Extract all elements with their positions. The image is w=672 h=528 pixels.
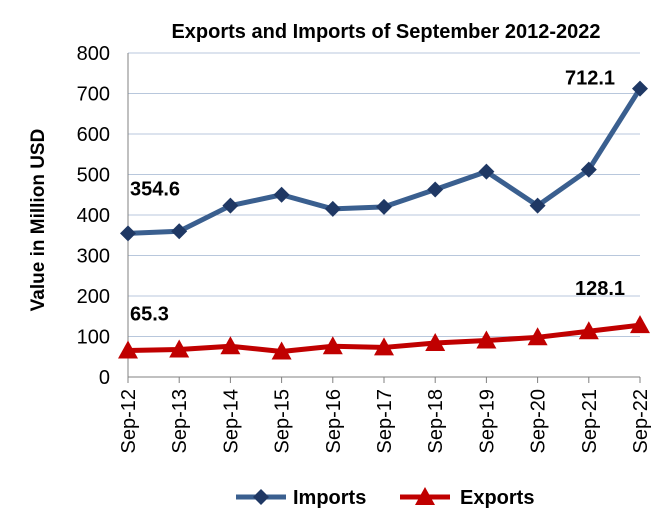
exports-point — [220, 336, 241, 355]
exports-point — [630, 315, 650, 334]
data-label: 354.6 — [130, 178, 180, 200]
data-label: 128.1 — [575, 278, 625, 300]
imports-point — [222, 197, 239, 214]
imports-point — [529, 197, 546, 214]
data-labels: 354.6 712.1 65.3 128.1 — [130, 68, 625, 326]
exports-point — [374, 337, 394, 356]
legend-label: Exports — [460, 487, 534, 509]
legend: Imports Exports — [236, 487, 534, 509]
y-tick-label: 300 — [77, 246, 110, 268]
x-tick-label: Sep-18 — [425, 389, 447, 454]
x-tick-label: Sep-17 — [374, 389, 396, 454]
data-label: 712.1 — [565, 68, 615, 90]
y-axis-label: Value in Million USD — [28, 129, 49, 312]
legend-marker — [253, 489, 269, 505]
x-tick-label: Sep-14 — [220, 389, 242, 454]
legend-item-exports: Exports — [400, 487, 534, 509]
exports-point — [476, 330, 497, 349]
imports-point — [120, 225, 136, 242]
x-tick-label: Sep-16 — [323, 389, 345, 454]
exports-point — [578, 321, 599, 340]
imports-point — [324, 200, 341, 217]
series-imports — [120, 80, 648, 242]
y-tick-label: 600 — [77, 124, 110, 146]
chart-title: Exports and Imports of September 2012-20… — [171, 21, 600, 43]
y-tick-label: 200 — [77, 286, 110, 308]
x-tick-label: Sep-20 — [528, 389, 550, 454]
imports-point — [580, 161, 597, 178]
series-exports — [118, 315, 650, 360]
axes: 0 100 200 300 400 500 600 700 800 Sep-12 Sep-13 Sep… — [77, 43, 652, 454]
series-layer — [118, 80, 650, 360]
gridlines — [128, 52, 640, 337]
imports-point — [427, 181, 444, 198]
y-tick-label: 0 — [99, 367, 110, 389]
imports-point — [376, 198, 392, 215]
y-tick-label: 400 — [77, 205, 110, 227]
x-tick-label: Sep-13 — [169, 389, 191, 454]
legend-marker — [415, 487, 435, 505]
exports-point — [169, 339, 190, 358]
y-tick-label: 700 — [77, 84, 110, 106]
x-tick-label: Sep-21 — [579, 389, 601, 454]
exports-point — [271, 341, 292, 360]
exports-point — [527, 327, 548, 346]
exports-point — [322, 336, 343, 355]
exports-point — [425, 332, 446, 351]
imports-point — [478, 163, 495, 180]
y-tick-label: 100 — [77, 327, 110, 349]
y-tick-label: 500 — [77, 165, 110, 187]
x-tick-label: Sep-15 — [272, 389, 294, 454]
y-tick-label: 800 — [77, 43, 110, 65]
imports-point — [273, 186, 290, 203]
imports-point — [632, 80, 648, 97]
x-tick-label: Sep-12 — [118, 389, 140, 454]
x-tick-label: Sep-22 — [630, 389, 652, 454]
data-label: 65.3 — [130, 304, 169, 326]
legend-item-imports: Imports — [236, 487, 366, 509]
legend-label: Imports — [293, 487, 366, 509]
exports-point — [118, 340, 138, 359]
imports-point — [171, 223, 188, 240]
x-tick-label: Sep-19 — [476, 389, 498, 454]
